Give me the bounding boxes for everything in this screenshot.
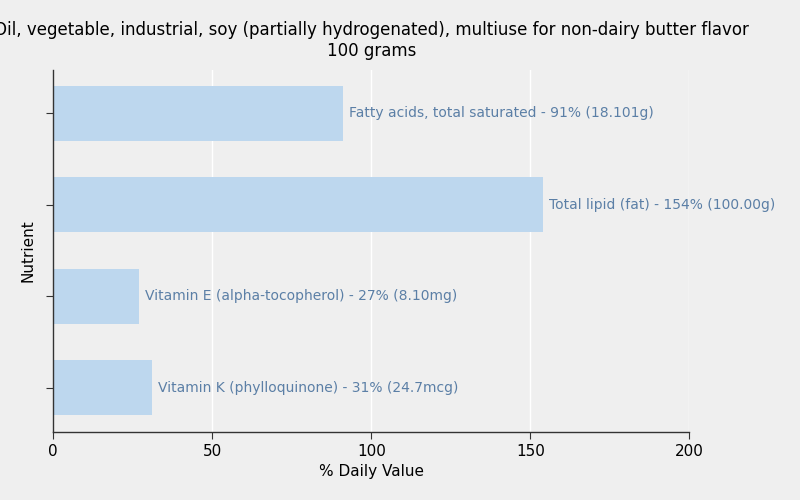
Bar — [53, 269, 139, 324]
Text: Vitamin K (phylloquinone) - 31% (24.7mcg): Vitamin K (phylloquinone) - 31% (24.7mcg… — [158, 381, 458, 395]
Text: Fatty acids, total saturated - 91% (18.101g): Fatty acids, total saturated - 91% (18.1… — [349, 106, 654, 120]
Bar — [53, 178, 543, 233]
Text: Vitamin E (alpha-tocopherol) - 27% (8.10mg): Vitamin E (alpha-tocopherol) - 27% (8.10… — [146, 290, 458, 304]
Bar — [53, 360, 152, 416]
X-axis label: % Daily Value: % Daily Value — [318, 464, 424, 479]
Bar — [53, 86, 342, 141]
Title: Oil, vegetable, industrial, soy (partially hydrogenated), multiuse for non-dairy: Oil, vegetable, industrial, soy (partial… — [0, 21, 749, 59]
Text: Total lipid (fat) - 154% (100.00g): Total lipid (fat) - 154% (100.00g) — [550, 198, 776, 212]
Y-axis label: Nutrient: Nutrient — [21, 220, 36, 282]
